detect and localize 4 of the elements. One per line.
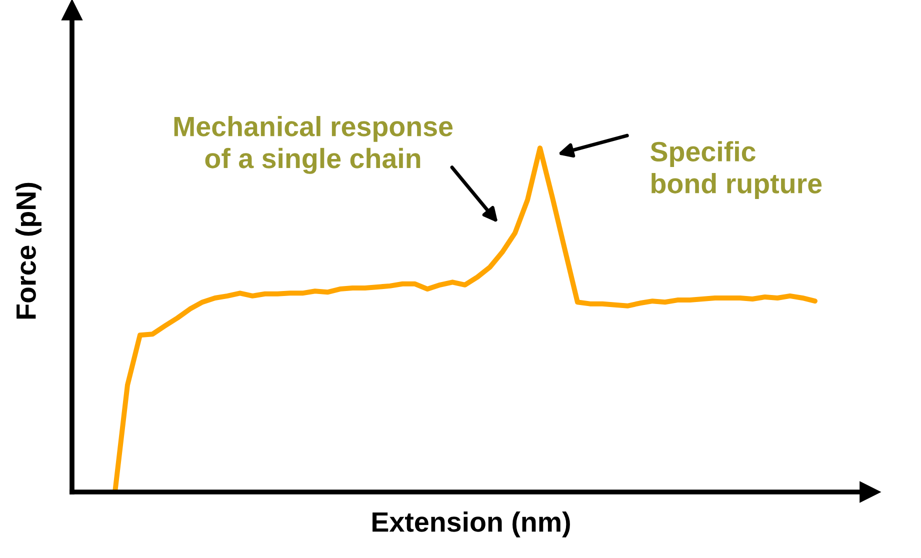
x-axis-title: Extension (nm) bbox=[372, 511, 570, 538]
annotation: Specific bond rupture bbox=[650, 141, 822, 199]
annotation: Mechanical response of a single chain bbox=[174, 116, 453, 174]
y-axis-title: Force (pN) bbox=[16, 182, 42, 319]
